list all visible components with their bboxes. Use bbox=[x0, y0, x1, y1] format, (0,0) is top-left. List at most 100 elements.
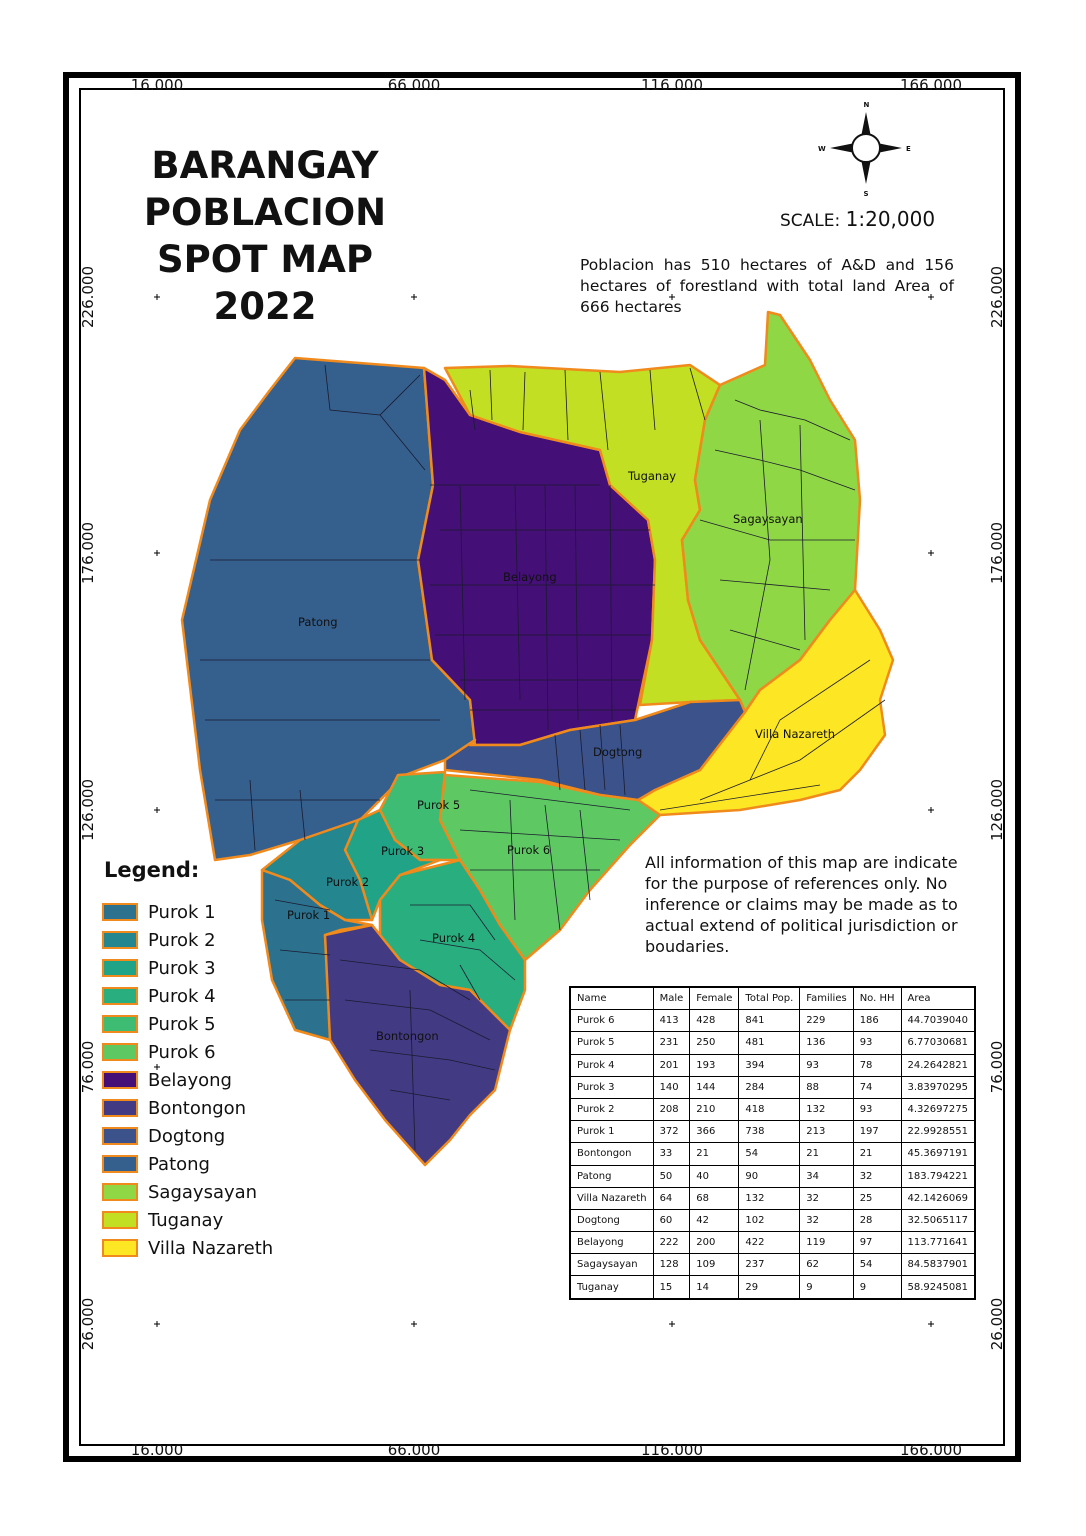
table-cell: 109 bbox=[689, 1253, 740, 1277]
legend-label: Purok 3 bbox=[148, 957, 216, 979]
table-cell: 25 bbox=[852, 1186, 902, 1210]
table-row: Purok 4 201 193 394 93 78 24.2642821 bbox=[569, 1053, 976, 1077]
table-cell: 6.77030681 bbox=[900, 1031, 976, 1055]
x-coord-top-2: 66.000 bbox=[387, 76, 441, 94]
legend-swatch bbox=[102, 1211, 138, 1229]
disclaimer-note: All information of this map are indicate… bbox=[645, 853, 958, 956]
table-cell: Purok 6 bbox=[569, 1009, 654, 1033]
label-purok3: Purok 3 bbox=[381, 844, 424, 858]
map-inner-frame bbox=[79, 88, 1005, 1446]
table-cell: 21 bbox=[689, 1142, 740, 1166]
table-cell: 97 bbox=[852, 1231, 902, 1255]
table-cell: Dogtong bbox=[569, 1208, 654, 1233]
scale-value: 1:20,000 bbox=[845, 207, 936, 231]
table-row: Purok 5 231 250 481 136 93 6.77030681 bbox=[569, 1031, 976, 1055]
table-cell: 3.83970295 bbox=[900, 1075, 976, 1099]
table-cell: 15 bbox=[652, 1275, 691, 1300]
legend-swatch bbox=[102, 931, 138, 949]
table-cell: 34 bbox=[799, 1164, 854, 1188]
legend-label: Belayong bbox=[148, 1069, 232, 1091]
table-cell: 90 bbox=[738, 1164, 801, 1188]
region-bontongon[interactable] bbox=[323, 923, 512, 1167]
legend-label: Purok 5 bbox=[148, 1013, 216, 1035]
table-cell: 24.2642821 bbox=[900, 1053, 976, 1077]
table-row: Tuganay 15 14 29 9 9 58.9245081 bbox=[569, 1275, 976, 1300]
table-cell: 136 bbox=[799, 1031, 854, 1055]
table-cell: 284 bbox=[738, 1075, 801, 1099]
table-cell: 32 bbox=[852, 1164, 902, 1188]
table-cell: 210 bbox=[689, 1097, 740, 1122]
scale-label: SCALE: bbox=[780, 211, 841, 231]
region-villa-nazareth[interactable] bbox=[636, 588, 895, 817]
table-cell: 422 bbox=[738, 1231, 801, 1255]
table-cell: 201 bbox=[652, 1053, 691, 1077]
table-cell: 21 bbox=[852, 1142, 902, 1166]
table-cell: 74 bbox=[852, 1075, 902, 1099]
table-cell: 186 bbox=[852, 1009, 902, 1033]
table-cell: Purok 4 bbox=[569, 1053, 654, 1077]
table-cell: Tuganay bbox=[569, 1275, 654, 1300]
label-purok2: Purok 2 bbox=[326, 875, 369, 889]
table-cell: Purok 1 bbox=[569, 1120, 654, 1144]
legend-label: Purok 1 bbox=[148, 901, 216, 923]
table-row: Bontongon 33 21 54 21 21 45.3697191 bbox=[569, 1142, 976, 1166]
map-title-line-1: BARANGAY bbox=[151, 144, 379, 187]
legend-item: Patong bbox=[102, 1150, 273, 1178]
legend-item: Tuganay bbox=[102, 1206, 273, 1234]
legend-swatch bbox=[102, 1099, 138, 1117]
table-cell: 29 bbox=[738, 1275, 801, 1300]
table-cell: 40 bbox=[689, 1164, 740, 1188]
table-cell: 78 bbox=[852, 1053, 902, 1077]
table-cell: 21 bbox=[799, 1142, 854, 1166]
table-cell: 229 bbox=[799, 1009, 854, 1033]
table-cell: 428 bbox=[689, 1009, 740, 1033]
table-cell: 208 bbox=[652, 1097, 691, 1122]
table-cell: 45.3697191 bbox=[900, 1142, 976, 1166]
table-cell: 200 bbox=[689, 1231, 740, 1255]
legend-label: Tuganay bbox=[148, 1209, 224, 1231]
table-cell: 738 bbox=[738, 1120, 801, 1144]
table-cell: Patong bbox=[569, 1164, 654, 1188]
table-cell: 93 bbox=[799, 1053, 854, 1077]
label-dogtong: Dogtong bbox=[593, 745, 642, 759]
region-dogtong[interactable] bbox=[443, 698, 747, 802]
table-header-cell: Male bbox=[652, 986, 691, 1011]
table-row: Purok 3 140 144 284 88 74 3.83970295 bbox=[569, 1075, 976, 1099]
legend-label: Sagaysayan bbox=[148, 1181, 258, 1203]
table-cell: 32 bbox=[799, 1208, 854, 1233]
legend-swatch bbox=[102, 1043, 138, 1061]
table-cell: Belayong bbox=[569, 1231, 654, 1255]
table-cell: Sagaysayan bbox=[569, 1253, 654, 1277]
table-cell: 58.9245081 bbox=[900, 1275, 976, 1300]
x-coord-bottom-1: 16.000 bbox=[130, 1441, 184, 1459]
table-cell: Purok 5 bbox=[569, 1031, 654, 1055]
table-cell: 84.5837901 bbox=[900, 1253, 976, 1277]
x-coord-top-3: 116.000 bbox=[640, 76, 704, 94]
table-header-cell: Area bbox=[900, 986, 976, 1011]
label-purok4: Purok 4 bbox=[432, 931, 475, 945]
legend-title: Legend: bbox=[104, 858, 200, 882]
table-cell: 231 bbox=[652, 1031, 691, 1055]
table-row: Purok 1 372 366 738 213 197 22.9928551 bbox=[569, 1120, 976, 1144]
legend-item: Purok 1 bbox=[102, 898, 273, 926]
table-cell: 140 bbox=[652, 1075, 691, 1099]
table-cell: 4.32697275 bbox=[900, 1097, 976, 1122]
table-cell: 113.771641 bbox=[900, 1231, 976, 1255]
table-cell: Purok 3 bbox=[569, 1075, 654, 1099]
table-cell: 62 bbox=[799, 1253, 854, 1277]
table-cell: 44.7039040 bbox=[900, 1009, 976, 1033]
legend-swatch bbox=[102, 903, 138, 921]
table-cell: 222 bbox=[652, 1231, 691, 1255]
table-header-cell: Total Pop. bbox=[738, 986, 801, 1011]
parcel-lines bbox=[200, 364, 886, 1151]
legend: Purok 1 Purok 2 Purok 3 Purok 4 Purok 5 Purok… bbox=[102, 898, 273, 1262]
table-cell: 93 bbox=[852, 1097, 902, 1122]
legend-swatch bbox=[102, 1183, 138, 1201]
legend-swatch bbox=[102, 959, 138, 977]
table-cell: 42.1426069 bbox=[900, 1186, 976, 1210]
table-cell: Villa Nazareth bbox=[569, 1186, 654, 1210]
scale-text: SCALE: 1:20,000 bbox=[780, 207, 935, 231]
legend-swatch bbox=[102, 987, 138, 1005]
label-purok6: Purok 6 bbox=[507, 843, 550, 857]
